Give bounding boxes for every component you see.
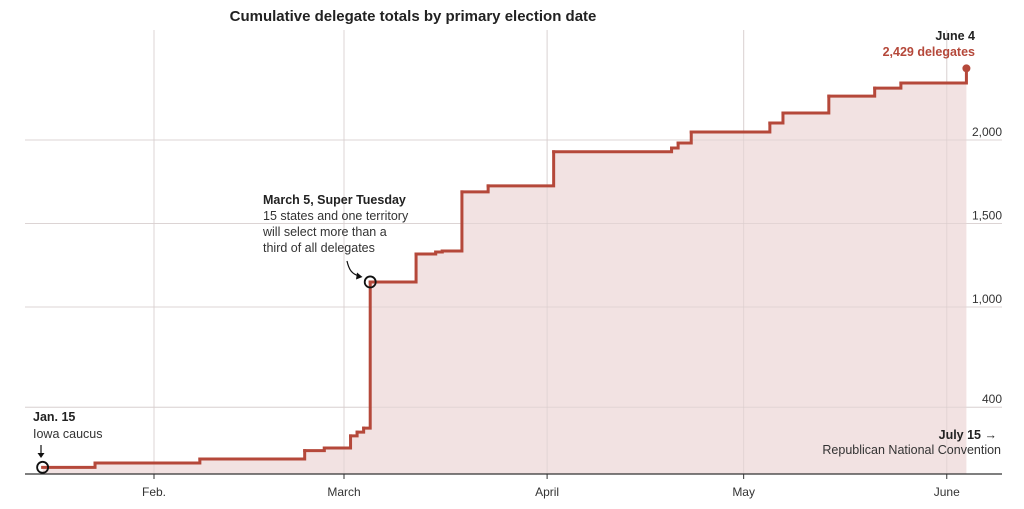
step-segment: [93, 457, 202, 465]
x-tick-label: Feb.: [142, 485, 166, 499]
annotation-convention-title: July 15 →: [939, 428, 997, 442]
step-segment: [676, 130, 693, 145]
area-fill: [42, 68, 967, 475]
area-layer: [25, 30, 1002, 475]
step-segment: [781, 94, 831, 115]
x-tick-label: June: [934, 485, 960, 499]
step-segment: [460, 184, 490, 194]
step-segment: [768, 111, 785, 125]
arrow-down-icon: [37, 445, 45, 458]
annotation-convention-text: Republican National Convention: [822, 443, 1001, 457]
step-segment: [362, 280, 372, 430]
x-tick-label: March: [327, 485, 360, 499]
annotation-super-tuesday-line-2: will select more than a: [262, 225, 387, 239]
step-segment: [368, 252, 418, 284]
x-tick-label: April: [535, 485, 559, 499]
step-segment: [414, 250, 438, 256]
step-segment: [198, 449, 307, 461]
step-segment: [303, 446, 326, 453]
step-segment: [41, 461, 97, 469]
annotation-iowa-title: Jan. 15: [33, 410, 75, 424]
y-tick-label: 400: [982, 392, 1002, 406]
y-tick-label: 1,000: [972, 292, 1002, 306]
endpoint-dot: [962, 64, 971, 73]
step-segment: [322, 434, 353, 450]
annotation-june4-title: June 4: [935, 29, 975, 43]
annotation-super-tuesday-line-1: 15 states and one territory: [263, 209, 409, 223]
annotation-june4-total: 2,429 delegates: [883, 45, 975, 59]
annotations: Jan. 15 Iowa caucus March 5, Super Tuesd…: [33, 29, 1001, 474]
step-segment: [827, 86, 877, 98]
iowa-marker: [36, 460, 50, 474]
y-axis: 400 1,000 1,500 2,000: [972, 125, 1002, 406]
step-segment: [486, 150, 556, 188]
annotation-super-tuesday-line-3: third of all delegates: [263, 241, 375, 255]
step-segment: [689, 121, 772, 134]
x-axis: Feb. March April May June: [25, 473, 1002, 499]
annotation-super-tuesday-title: March 5, Super Tuesday: [263, 193, 406, 207]
step-segment: [670, 141, 680, 150]
step-segment: [440, 190, 464, 253]
curved-arrow-icon: [346, 260, 363, 280]
x-tick-label: May: [732, 485, 755, 499]
chart-title: Cumulative delegate totals by primary el…: [230, 8, 597, 25]
step-segment: [873, 81, 903, 90]
super-tuesday-marker: [363, 275, 377, 289]
step-segment: [899, 66, 968, 85]
annotation-iowa-text: Iowa caucus: [33, 427, 102, 441]
step-segment: [552, 146, 674, 154]
y-tick-label: 1,500: [972, 209, 1002, 223]
y-tick-label: 2,000: [972, 125, 1002, 139]
